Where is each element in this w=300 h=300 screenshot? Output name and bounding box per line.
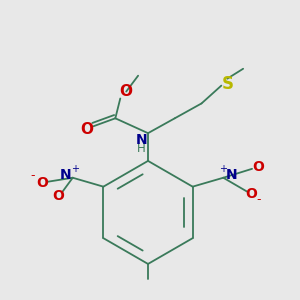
Text: O: O bbox=[80, 122, 93, 137]
Text: N: N bbox=[225, 168, 237, 182]
Text: O: O bbox=[245, 187, 257, 201]
Text: S: S bbox=[221, 75, 233, 93]
Text: -: - bbox=[31, 169, 35, 182]
Text: O: O bbox=[120, 84, 133, 99]
Text: -: - bbox=[257, 193, 261, 206]
Text: +: + bbox=[71, 164, 79, 174]
Text: O: O bbox=[252, 160, 264, 174]
Text: N: N bbox=[60, 168, 72, 182]
Text: O: O bbox=[36, 176, 48, 190]
Text: H: H bbox=[137, 142, 146, 154]
Text: +: + bbox=[219, 164, 227, 174]
Text: O: O bbox=[52, 189, 64, 202]
Text: N: N bbox=[135, 133, 147, 147]
